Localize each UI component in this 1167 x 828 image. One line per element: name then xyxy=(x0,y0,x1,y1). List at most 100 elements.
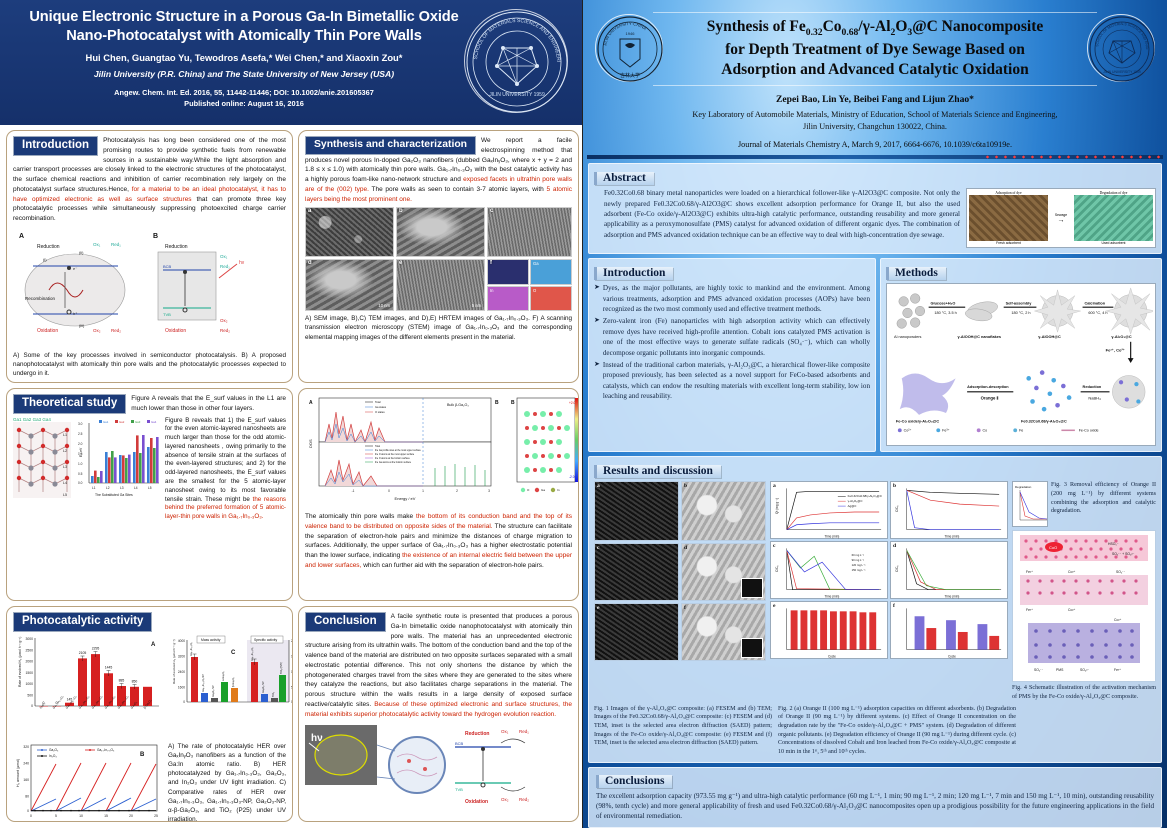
svg-text:h⁺: h⁺ xyxy=(73,311,77,316)
intro-bullet-text-2: Zero-valent iron (Fe) nanoparticles with… xyxy=(602,317,870,357)
section-header-conclusion: Conclusion xyxy=(305,612,386,632)
svg-text:20: 20 xyxy=(291,639,293,643)
svg-text:-1: -1 xyxy=(352,489,355,493)
svg-text:Rate of evolved H₂ (µmol h⁻¹ g: Rate of evolved H₂ (µmol h⁻¹ g⁻¹) xyxy=(172,639,176,684)
svg-text:Cycle: Cycle xyxy=(948,655,956,659)
intro-text-highlight: for a material to be an ideal photocatal… xyxy=(13,185,286,203)
svg-text:A: A xyxy=(309,400,313,406)
fig1-letter-a: a xyxy=(597,483,600,490)
svg-text:Co³⁺: Co³⁺ xyxy=(1068,570,1075,574)
svg-text:O states: O states xyxy=(375,410,385,414)
tem-image-b: b xyxy=(681,481,766,542)
svg-text:NaBH₄: NaBH₄ xyxy=(1088,396,1101,401)
svg-text:Ga₂O₃-NP: Ga₂O₃-NP xyxy=(262,681,265,693)
svg-text:A: A xyxy=(19,233,24,240)
svg-text:0: 0 xyxy=(183,700,185,704)
map-label-o: O xyxy=(533,287,537,293)
plot-fig2a: a Fe0.32Co0.68/γ-Al₂O₃@C γ-Al xyxy=(770,481,888,540)
svg-text:1445: 1445 xyxy=(105,665,113,669)
fig2-letter-b: b xyxy=(893,483,897,490)
stem-image-f: f xyxy=(487,259,529,285)
dos-xlabel: Energy / eV xyxy=(395,496,416,501)
synthesis-text: We report a facile electrospinning metho… xyxy=(305,136,572,204)
plot-fig2f: f Cycle xyxy=(890,601,1008,660)
svg-text:Rate of evolved H₂ (µmol h⁻¹ m: Rate of evolved H₂ (µmol h⁻¹ m⁻²) xyxy=(291,638,293,683)
conclusion-text-pre: A facile synthetic route is presented th… xyxy=(305,613,572,708)
svg-text:15: 15 xyxy=(104,814,108,818)
svg-text:Cycle: Cycle xyxy=(828,655,836,659)
map-o: O xyxy=(530,285,572,312)
svg-text:Red₂: Red₂ xyxy=(519,797,529,802)
panel-letter-f: f xyxy=(490,260,492,267)
svg-text:Ox₂: Ox₂ xyxy=(93,328,101,333)
abstract-text: Fe0.32Co0.68 binary metal nanoparticles … xyxy=(604,189,960,239)
right-poster-body: Abstract Fe0.32Co0.68 binary metal nanop… xyxy=(583,159,1167,828)
svg-text:Recombination: Recombination xyxy=(25,296,56,301)
intro-methods-row: Introduction ➤ Dyes, as the major pollut… xyxy=(588,258,1162,456)
synthesis-text-post: The pore walls as seen to contain 3-7 at… xyxy=(371,185,544,193)
svg-text:TVB: TVB xyxy=(455,787,463,792)
svg-text:2.5: 2.5 xyxy=(78,432,83,436)
svg-text:3.0: 3.0 xyxy=(78,422,83,426)
svg-text:Reduction: Reduction xyxy=(165,244,188,250)
theoretical-c-mid: The structure can facilitate the separat… xyxy=(305,522,572,559)
svg-text:120 mg L⁻¹: 120 mg L⁻¹ xyxy=(852,564,866,568)
dos-figure-row: A B Bulk β-Ga₂O₃ Total Ga states O state… xyxy=(305,394,578,509)
svg-text:E / eV: E / eV xyxy=(79,447,83,457)
conclusions-text: The excellent adsorption capacity (973.5… xyxy=(596,791,1154,821)
svg-text:Red₁: Red₁ xyxy=(519,729,529,734)
chart-theoretical-B: B +2.0 -2.0 xyxy=(509,394,578,509)
crystal-structure-figure: Ga1 Ga2 Ga3 Ga4 xyxy=(13,417,71,523)
intro-bullet-text-1: Dyes, as the major pollutants, are highl… xyxy=(602,284,870,314)
section-header-synthesis: Synthesis and characterization xyxy=(305,136,477,155)
synthesis-text-highlight: exposed facets in ultrathin pore walls a… xyxy=(305,176,572,193)
svg-text:SO₄²⁻: SO₄²⁻ xyxy=(1080,668,1089,672)
svg-text:L1: L1 xyxy=(63,433,67,437)
svg-text:L2: L2 xyxy=(63,449,67,453)
svg-text:Red₁: Red₁ xyxy=(220,264,230,269)
chart-c-right-label: Specific activity xyxy=(254,638,277,642)
svg-text:Co²⁺: Co²⁺ xyxy=(1068,608,1075,612)
panel-synthesis: Synthesis and characterization We report… xyxy=(298,130,579,383)
svg-text:Total: Total xyxy=(375,445,380,448)
svg-text:Red₂: Red₂ xyxy=(111,328,121,333)
svg-text:Fe: Fe xyxy=(1019,429,1023,433)
svg-text:CoO: CoO xyxy=(1049,545,1057,550)
svg-text:Qt (mg g⁻¹): Qt (mg g⁻¹) xyxy=(775,499,779,515)
theoretical-c-post: which can further aid with the separatio… xyxy=(363,561,544,569)
theoretical-text-c: The atomically thin pore walls make the … xyxy=(305,512,572,571)
svg-text:0: 0 xyxy=(291,700,293,704)
theoretical-c-pre: The atomically thin pore walls make xyxy=(305,513,414,520)
svg-text:Ga₁.₇In₀.₃O₃-NP: Ga₁.₇In₀.₃O₃-NP xyxy=(202,674,205,692)
svg-text:JILIN UNIVERSITY 1959: JILIN UNIVERSITY 1959 xyxy=(1103,70,1141,74)
svg-text:Ga₁.₇In₀.₃O₃: Ga₁.₇In₀.₃O₃ xyxy=(251,647,254,661)
panel-results: Results and discussion a b c xyxy=(588,456,1162,763)
section-header-abstract: Abstract xyxy=(594,172,654,186)
svg-text:Fe³⁺: Fe³⁺ xyxy=(942,429,949,433)
svg-text:+2.0: +2.0 xyxy=(569,401,576,405)
hrtem-image-d: d 10 nm xyxy=(305,259,394,312)
svg-text:Ox₂: Ox₂ xyxy=(220,318,228,323)
svg-text:145: 145 xyxy=(67,697,73,701)
svg-text:90 mg L⁻¹: 90 mg L⁻¹ xyxy=(852,559,864,563)
left-poster-body: Introduction Photocatalysis has long bee… xyxy=(0,125,582,828)
svg-text:Reduction: Reduction xyxy=(1083,385,1102,389)
svg-text:Oxidation: Oxidation xyxy=(37,328,58,334)
svg-text:In₂O₃: In₂O₃ xyxy=(39,701,47,710)
left-citation-line2: Published online: August 16, 2016 xyxy=(184,99,304,109)
svg-text:2400: 2400 xyxy=(178,670,185,674)
left-title-line1: Unique Electronic Structure in a Porous … xyxy=(29,9,459,25)
panel-photocatalytic-activity: Photocatalytic activity 3000 2500 2000 150… xyxy=(6,606,293,822)
synthesis-figure-row2: d 10 nm e 5 nm f Ga xyxy=(305,259,572,312)
theoretical-c-hl2: the existence of an internal electric fi… xyxy=(305,552,573,569)
plot-fig2d: d Time (min) C/C₀ xyxy=(890,541,1008,600)
svg-text:e⁻: e⁻ xyxy=(73,266,77,271)
photocatalytic-charts-row: 3000 2500 2000 1500 1000 500 0 A xyxy=(13,631,292,737)
plot-fig2c: c 60 mg L⁻¹ 90 mg L⁻¹ xyxy=(770,541,888,600)
panel-introduction: Introduction Photocatalysis has long bee… xyxy=(6,130,293,383)
svg-text:1: 1 xyxy=(422,489,424,493)
svg-text:C/C₀: C/C₀ xyxy=(775,565,779,572)
fig2-letter-e: e xyxy=(773,603,776,610)
svg-text:Fe-Co oxide: Fe-Co oxide xyxy=(1079,429,1099,433)
panel-methods: Methods Al nanopowders Glucose+H₂O xyxy=(880,258,1162,453)
